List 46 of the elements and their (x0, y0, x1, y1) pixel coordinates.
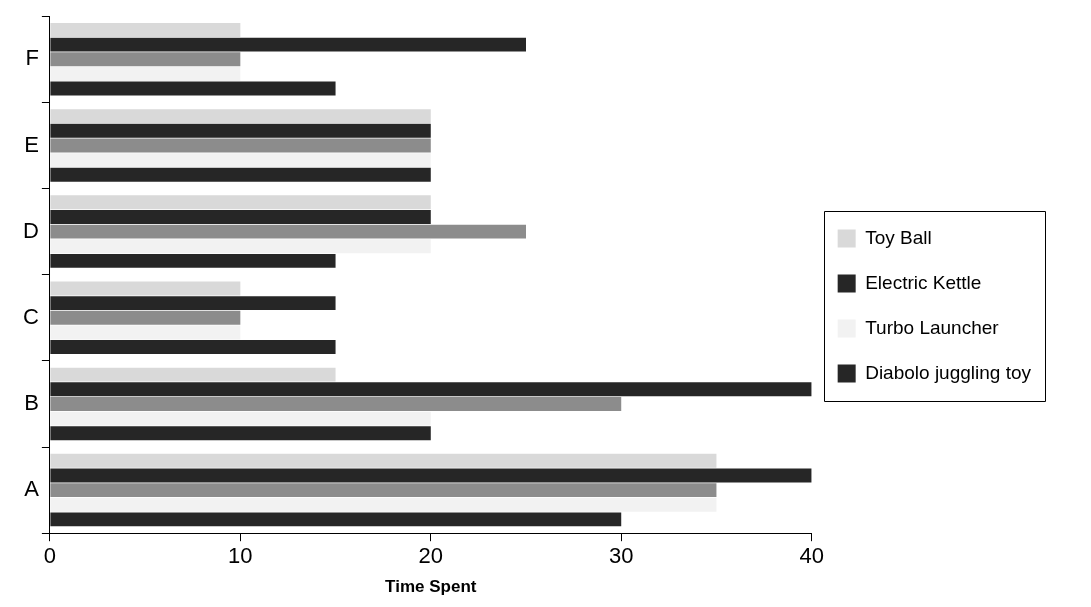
y-tick-label: A (24, 476, 40, 502)
bar (50, 367, 336, 382)
bar (50, 468, 812, 483)
bar (50, 512, 622, 527)
bar (50, 81, 336, 96)
bar (50, 23, 241, 37)
legend-label: Toy Ball (865, 226, 932, 248)
x-tick-label: 20 (418, 543, 444, 569)
bar (50, 167, 431, 182)
bar (50, 224, 526, 239)
bar (50, 497, 717, 512)
y-tick-label: D (23, 217, 39, 243)
bar (50, 453, 717, 468)
bar (50, 296, 336, 311)
bar (50, 382, 812, 397)
bar (50, 195, 431, 210)
bar (50, 109, 431, 124)
bar (50, 253, 336, 268)
bar (50, 153, 431, 168)
y-tick-label: E (24, 131, 39, 157)
bar (50, 411, 431, 426)
y-tick-label: F (25, 45, 39, 71)
x-tick-label: 10 (228, 543, 253, 569)
bar (50, 310, 241, 325)
bar (50, 239, 431, 254)
y-tick-label: B (24, 390, 39, 416)
bar (50, 37, 526, 52)
bar (50, 325, 241, 340)
y-tick-label: C (23, 303, 39, 329)
bar (50, 123, 431, 138)
legend-label: Turbo Launcher (865, 316, 1000, 338)
bar (50, 52, 241, 67)
bar (50, 396, 622, 411)
x-tick-label: 40 (799, 543, 824, 569)
x-tick-label: 30 (608, 543, 634, 569)
x-axis-title: Time Spent (385, 577, 477, 597)
bar (50, 138, 431, 153)
bar (50, 210, 431, 224)
bar (50, 483, 717, 498)
bar (50, 426, 431, 441)
bar (50, 340, 336, 355)
legend-label: Diabolo juggling toy (865, 361, 1032, 383)
bar (50, 66, 241, 81)
legend-label: Electric Kettle (865, 271, 982, 293)
x-tick-label: 0 (43, 543, 57, 569)
bar (50, 281, 241, 296)
